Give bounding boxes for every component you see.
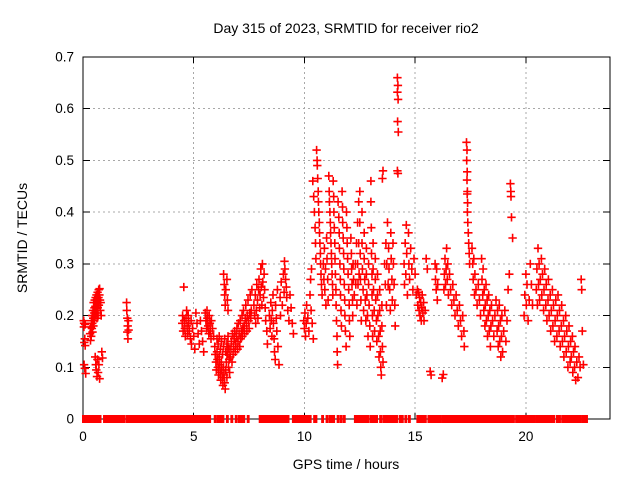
y-tick-label: 0.7 <box>55 50 74 65</box>
y-tick-label: 0.2 <box>55 308 74 323</box>
plot-border <box>82 56 611 420</box>
y-tick-label: 0 <box>66 412 74 427</box>
x-tick-label: 0 <box>79 429 87 444</box>
chart-title: Day 315 of 2023, SRMTID for receiver rio… <box>213 20 479 36</box>
grid-lines <box>83 57 610 419</box>
y-tick-label: 0.5 <box>55 153 74 168</box>
scatter-points <box>79 73 588 394</box>
axis-tick-labels: 0 5 10 15 20 0 0.1 0.2 0.3 0.4 0.5 0.6 0.7 <box>55 50 533 445</box>
y-tick-label: 0.6 <box>55 101 74 116</box>
x-tick-label: 5 <box>190 429 198 444</box>
y-axis-label: SRMTID / TECUs <box>14 183 30 293</box>
plus-markers <box>79 73 588 394</box>
y-tick-label: 0.4 <box>55 205 74 220</box>
x-tick-label: 10 <box>297 429 312 444</box>
x-tick-label: 15 <box>408 429 423 444</box>
y-tick-label: 0.3 <box>55 256 74 271</box>
x-tick-label: 20 <box>518 429 533 444</box>
y-tick-label: 0.1 <box>55 360 74 375</box>
x-axis-label: GPS time / hours <box>293 456 400 472</box>
